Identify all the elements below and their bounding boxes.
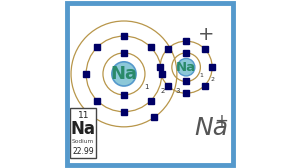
- Text: +: +: [214, 112, 228, 130]
- Circle shape: [112, 62, 136, 86]
- Text: 3: 3: [176, 88, 180, 94]
- Text: 1: 1: [144, 84, 148, 90]
- Text: 22.99: 22.99: [72, 147, 94, 156]
- Text: 1: 1: [199, 73, 203, 78]
- Text: 2: 2: [160, 88, 165, 94]
- Text: +: +: [198, 25, 214, 44]
- Circle shape: [177, 58, 195, 76]
- Text: 11: 11: [77, 111, 89, 120]
- Text: Na: Na: [194, 116, 229, 140]
- Text: Na: Na: [110, 65, 137, 83]
- Text: Na: Na: [71, 120, 96, 138]
- Text: Sodium: Sodium: [72, 139, 94, 144]
- Text: Na: Na: [176, 61, 196, 74]
- Bar: [70, 108, 96, 158]
- Text: 2: 2: [211, 77, 214, 82]
